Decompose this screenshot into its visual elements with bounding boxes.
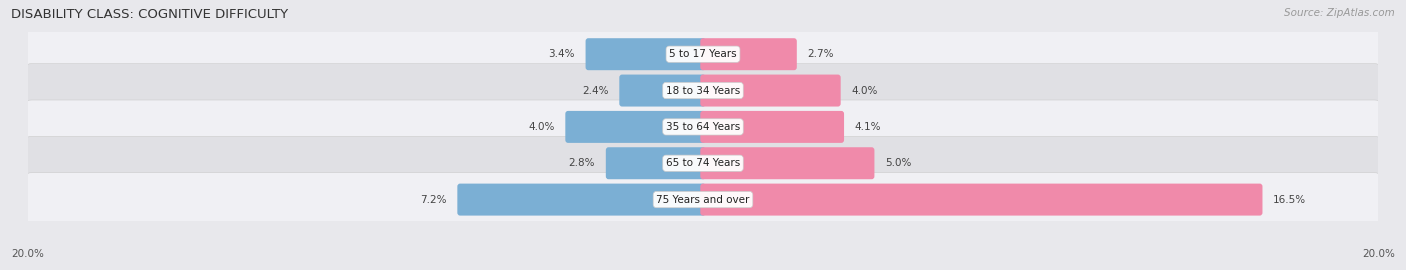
FancyBboxPatch shape bbox=[619, 75, 706, 107]
Text: 4.1%: 4.1% bbox=[855, 122, 882, 132]
Text: 65 to 74 Years: 65 to 74 Years bbox=[666, 158, 740, 168]
FancyBboxPatch shape bbox=[700, 147, 875, 179]
Text: 4.0%: 4.0% bbox=[852, 86, 877, 96]
Text: 16.5%: 16.5% bbox=[1274, 195, 1306, 205]
FancyBboxPatch shape bbox=[700, 38, 797, 70]
FancyBboxPatch shape bbox=[457, 184, 706, 215]
Text: 75 Years and over: 75 Years and over bbox=[657, 195, 749, 205]
Text: 2.8%: 2.8% bbox=[568, 158, 595, 168]
FancyBboxPatch shape bbox=[22, 100, 1384, 154]
Text: 18 to 34 Years: 18 to 34 Years bbox=[666, 86, 740, 96]
FancyBboxPatch shape bbox=[700, 184, 1263, 215]
Text: 2.7%: 2.7% bbox=[807, 49, 834, 59]
FancyBboxPatch shape bbox=[22, 136, 1384, 190]
FancyBboxPatch shape bbox=[22, 173, 1384, 227]
FancyBboxPatch shape bbox=[606, 147, 706, 179]
Text: Source: ZipAtlas.com: Source: ZipAtlas.com bbox=[1284, 8, 1395, 18]
FancyBboxPatch shape bbox=[22, 27, 1384, 81]
Text: 20.0%: 20.0% bbox=[1362, 249, 1395, 259]
FancyBboxPatch shape bbox=[585, 38, 706, 70]
FancyBboxPatch shape bbox=[565, 111, 706, 143]
FancyBboxPatch shape bbox=[700, 111, 844, 143]
FancyBboxPatch shape bbox=[22, 64, 1384, 117]
Text: 4.0%: 4.0% bbox=[529, 122, 554, 132]
Text: 2.4%: 2.4% bbox=[582, 86, 609, 96]
Text: 7.2%: 7.2% bbox=[420, 195, 447, 205]
Text: 3.4%: 3.4% bbox=[548, 49, 575, 59]
Text: 35 to 64 Years: 35 to 64 Years bbox=[666, 122, 740, 132]
Text: 20.0%: 20.0% bbox=[11, 249, 44, 259]
FancyBboxPatch shape bbox=[700, 75, 841, 107]
Text: 5 to 17 Years: 5 to 17 Years bbox=[669, 49, 737, 59]
Text: 5.0%: 5.0% bbox=[886, 158, 911, 168]
Text: DISABILITY CLASS: COGNITIVE DIFFICULTY: DISABILITY CLASS: COGNITIVE DIFFICULTY bbox=[11, 8, 288, 21]
